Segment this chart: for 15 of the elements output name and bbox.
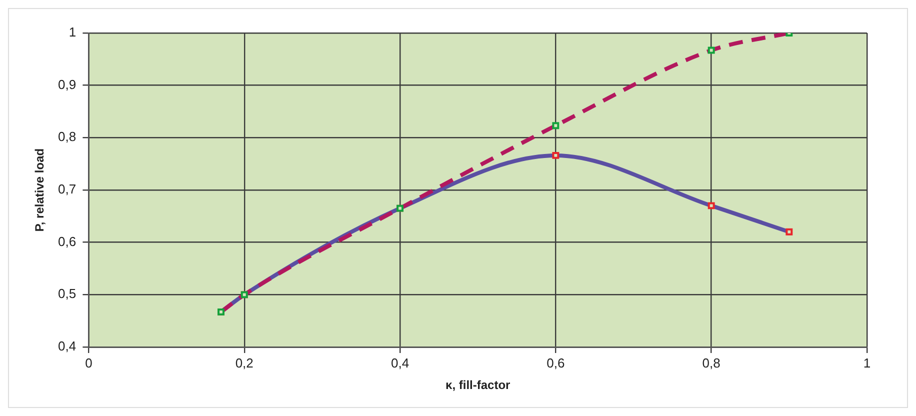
y-axis-title: P, relative load — [32, 148, 47, 232]
y-tick-label: 0,8 — [54, 129, 80, 144]
y-tick-label: 0,7 — [54, 182, 80, 197]
x-tick-label: 0,2 — [232, 355, 258, 370]
y-tick-label: 0,5 — [54, 286, 80, 302]
y-tick-label: 0,4 — [54, 338, 80, 354]
x-tick-label: 0,8 — [698, 355, 724, 370]
y-tick-label: 0,6 — [54, 234, 80, 249]
y-tick-label: 0,9 — [54, 76, 80, 92]
x-tick-label: 0,6 — [543, 355, 568, 370]
x-tick-label: 0,4 — [387, 355, 413, 370]
x-axis-title: κ, fill-factor — [445, 378, 511, 392]
y-tick-label: 1 — [65, 24, 80, 40]
x-tick-label: 0 — [81, 355, 96, 370]
x-tick-label: 1 — [860, 355, 874, 370]
